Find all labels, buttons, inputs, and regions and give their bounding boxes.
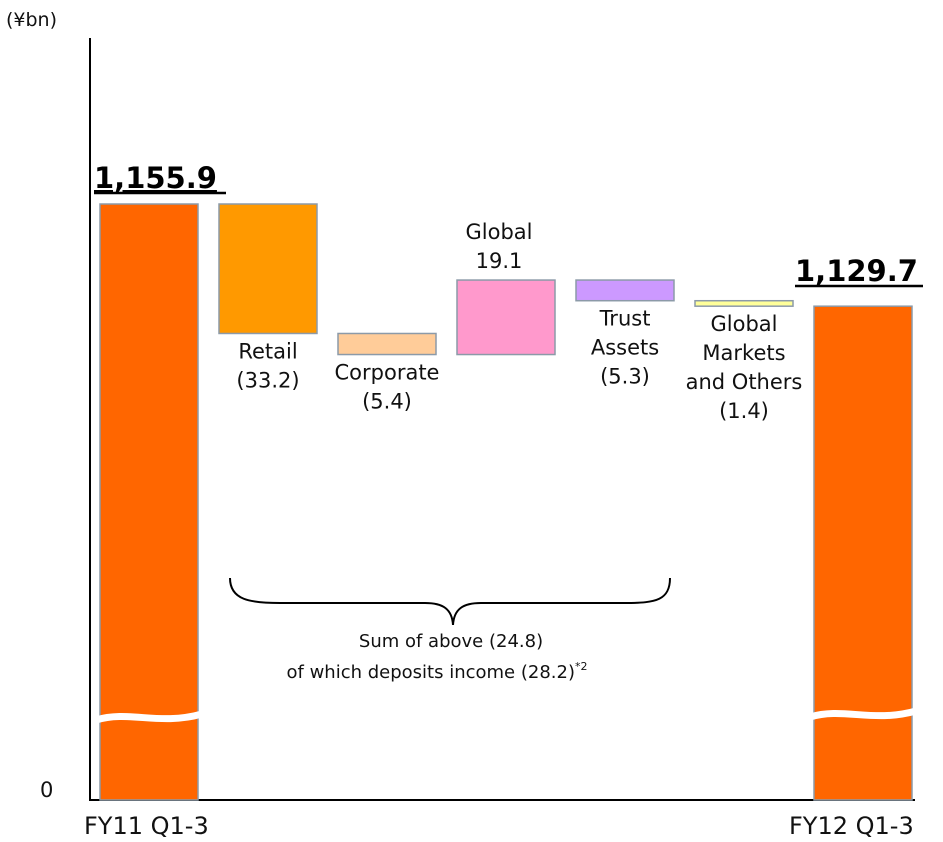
brace-note-superscript: *2 <box>575 660 588 673</box>
brace-note-line2-text: of which deposits income (28.2) <box>287 662 575 683</box>
axis-break-end <box>808 707 917 721</box>
step-label-3-1: Global <box>466 220 533 244</box>
step-label-5-2: Markets <box>702 341 785 365</box>
label-layer: Retail (33.2) Corporate (5.4) Global 19.1 Trus… <box>236 220 802 423</box>
step-label-3-2: 19.1 <box>476 249 523 273</box>
step-label-1-1: Retail <box>238 339 297 363</box>
step-label-2-2: (5.4) <box>362 390 412 414</box>
category-label-end: FY12 Q1-3 <box>789 812 914 840</box>
bar-step-5 <box>694 299 794 307</box>
step-label-4-2: Assets <box>591 336 659 360</box>
step-label-5-1: Global <box>711 312 778 336</box>
bar-step-3 <box>456 279 556 356</box>
step-label-5-4: (1.4) <box>719 399 769 423</box>
bar-step-4 <box>575 279 675 302</box>
bar-end <box>813 305 913 801</box>
brace-note-line1: Sum of above (24.8) <box>359 631 543 652</box>
end-total-label: 1,129.7 <box>795 254 918 288</box>
step-label-1-2: (33.2) <box>236 368 299 392</box>
start-total-label: 1,155.9 <box>94 161 217 195</box>
step-label-4-3: (5.3) <box>600 365 650 389</box>
step-label-5-3: and Others <box>686 370 803 394</box>
brace-note-line2: of which deposits income (28.2)*2 <box>287 660 588 683</box>
category-label-start: FY11 Q1-3 <box>84 812 209 840</box>
zero-label: 0 <box>40 778 53 802</box>
bar-start <box>99 203 199 801</box>
sum-brace <box>229 577 671 626</box>
bar-step-1 <box>218 203 318 335</box>
step-label-4-1: Trust <box>599 307 651 331</box>
bar-layer <box>94 203 917 801</box>
bar-step-2 <box>337 332 437 356</box>
step-label-2-1: Corporate <box>335 361 440 385</box>
axis-break-start <box>94 710 203 724</box>
unit-label: (¥bn) <box>6 9 57 31</box>
